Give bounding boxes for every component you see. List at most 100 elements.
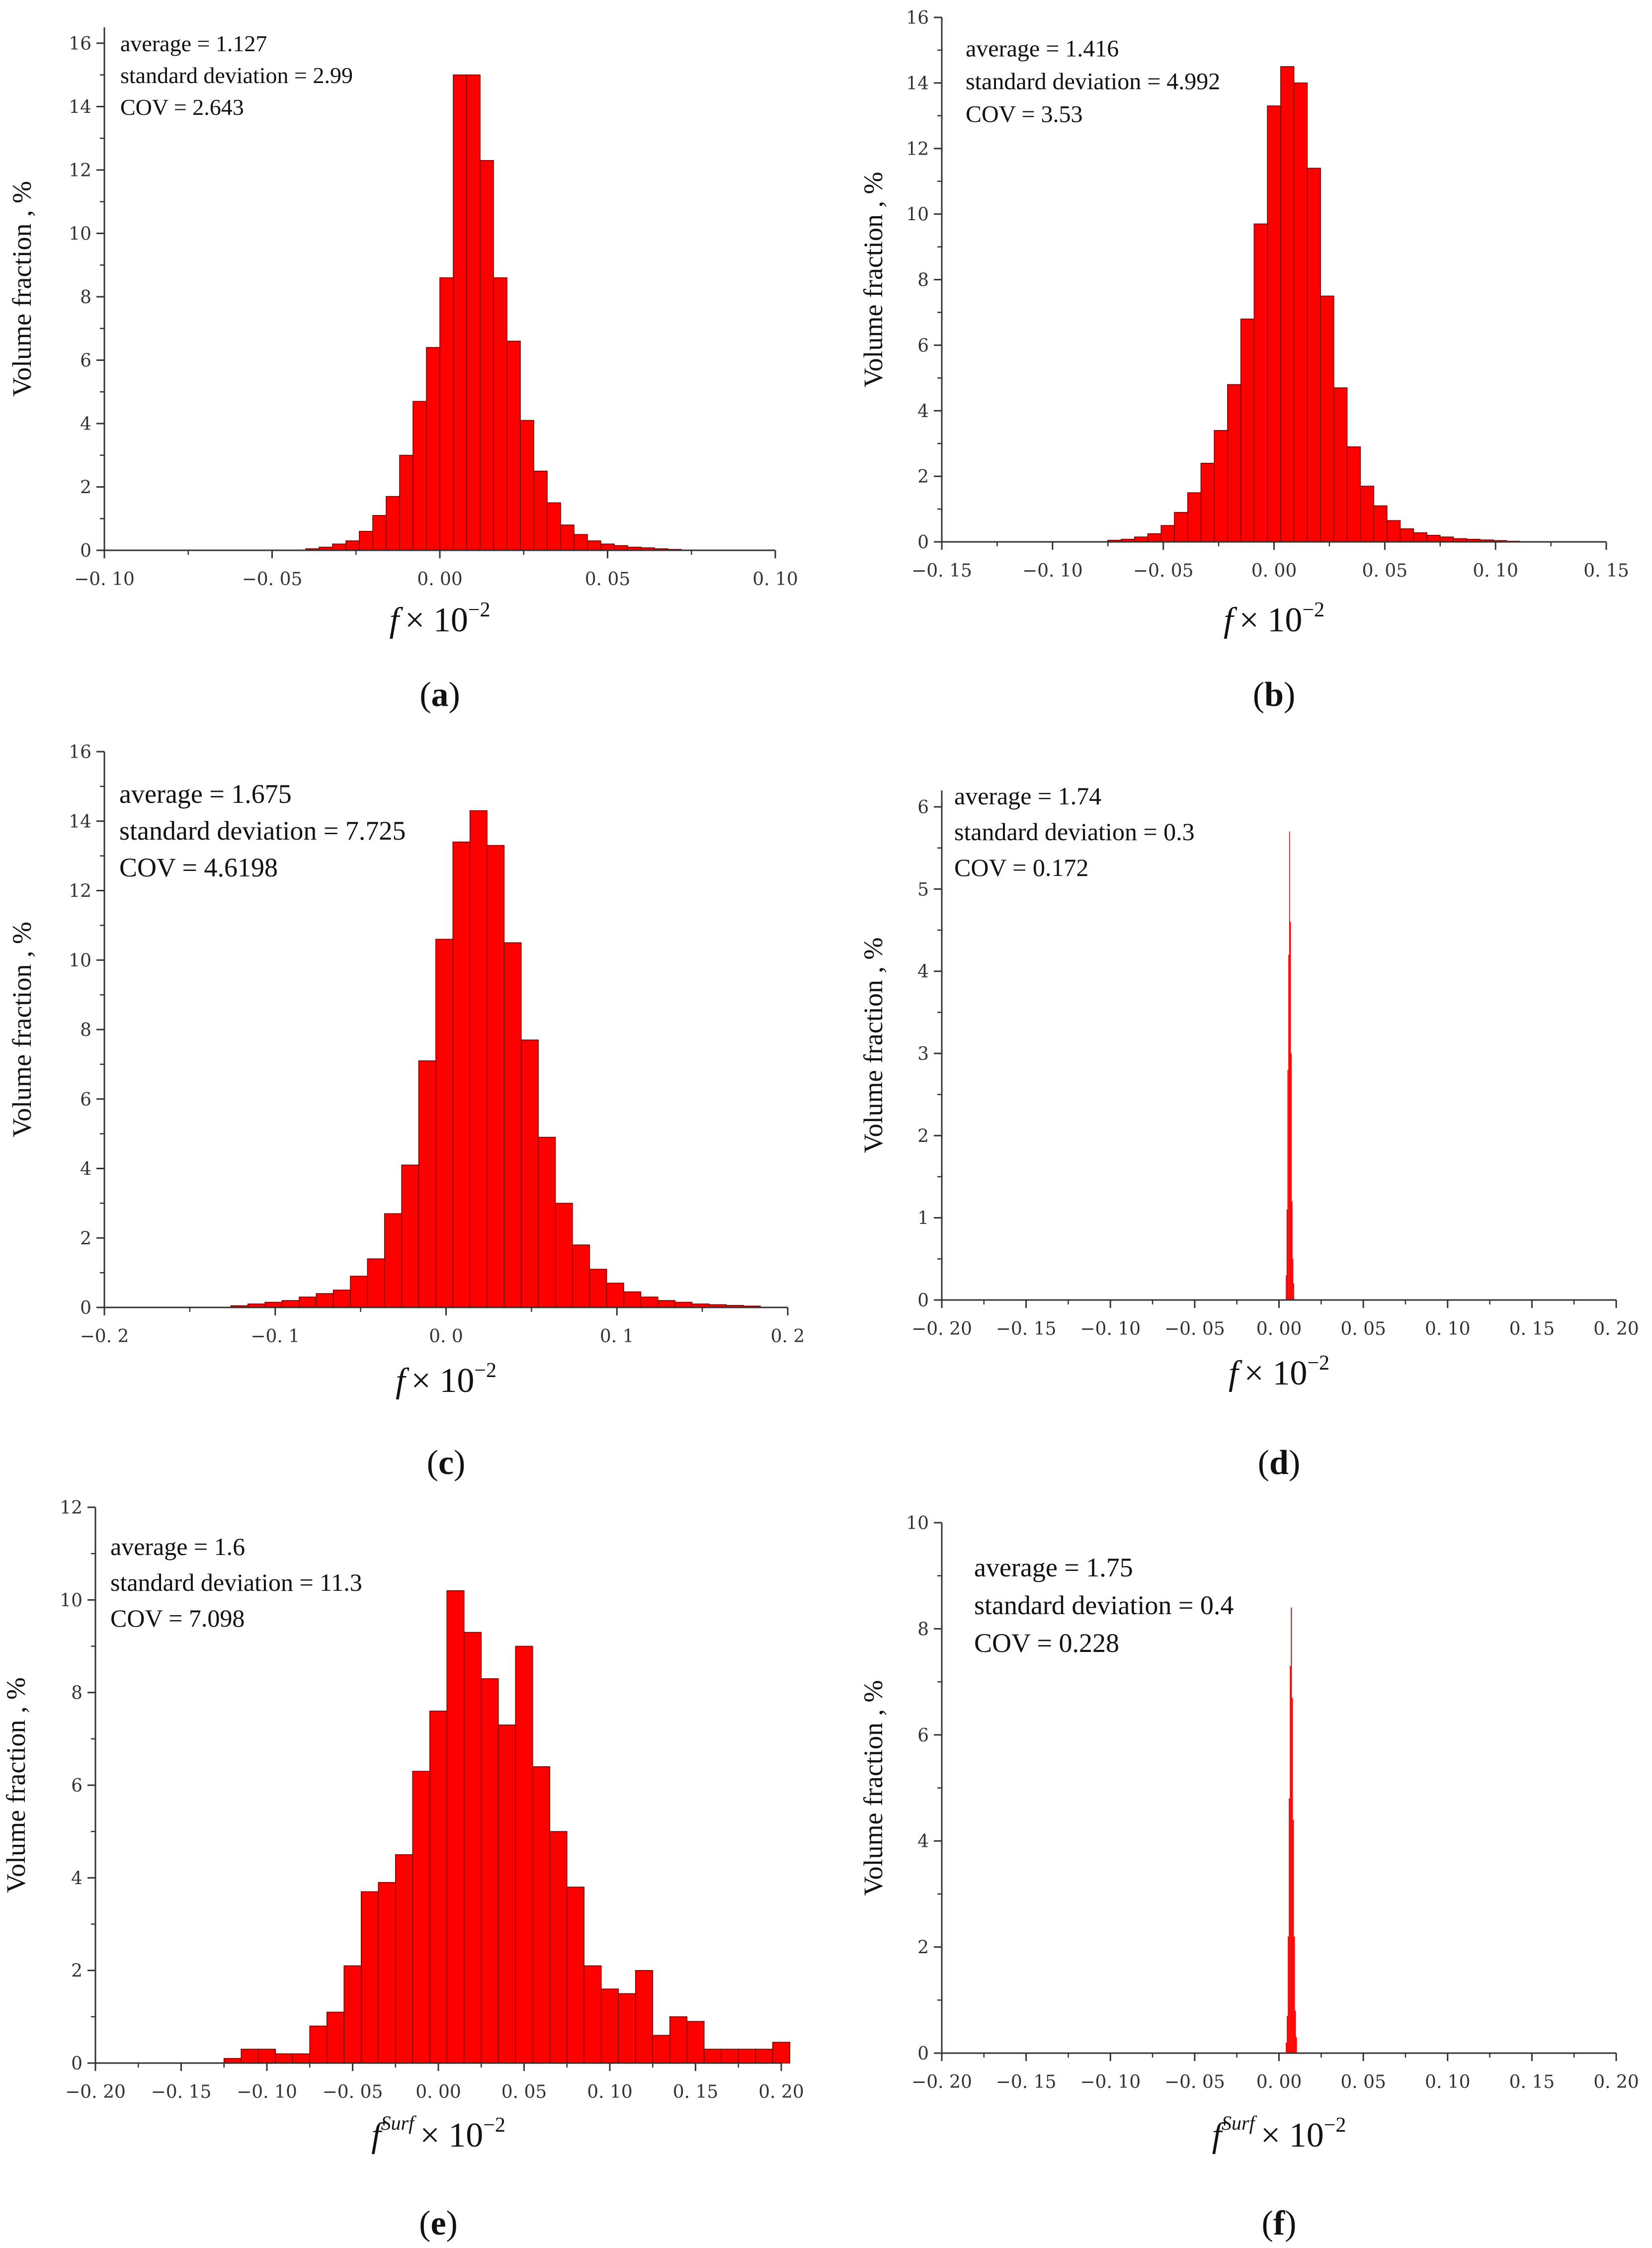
chart-panel-d: −0. 20 −0. 15 −0. 10 −0. 05 0. 00 0. 05 0. 10 0… — [858, 782, 1639, 1482]
histogram-bar — [674, 1301, 693, 1308]
x-axis-title-multiplier: × 10 — [1261, 2116, 1324, 2155]
histogram-bar — [533, 470, 548, 551]
panel-label: (b) — [1253, 676, 1296, 714]
chart-panel-b: −0. 15 −0. 10 −0. 05 0. 00 0. 05 0. 10 0. 15 0 2… — [858, 8, 1629, 714]
histogram-bar — [399, 454, 413, 551]
x-tick-label: 0. 15 — [673, 2082, 719, 2102]
stats-line: standard deviation = 0.4 — [974, 1590, 1234, 1620]
y-tick-label: 2 — [917, 1938, 929, 1958]
histogram-bar — [264, 1301, 283, 1308]
x-tick-label: 0. 05 — [501, 2082, 547, 2102]
x-tick-label: 0. 05 — [585, 569, 631, 590]
stats-line: average = 1.416 — [966, 35, 1119, 62]
y-tick-label: 12 — [69, 881, 91, 902]
histogram-bar — [435, 939, 454, 1308]
histogram-bar — [429, 1711, 448, 2064]
histogram-bar — [1287, 2016, 1288, 2053]
histogram-bar — [1400, 528, 1414, 542]
x-tick-label: 0. 15 — [1509, 1319, 1555, 1339]
histogram-bar — [772, 2042, 791, 2064]
x-axis-title: f × 10−2 — [1224, 599, 1324, 639]
histogram-bar — [669, 2016, 688, 2064]
histogram-bar — [469, 810, 488, 1308]
x-axis-title-superscript: Surf — [1222, 2112, 1257, 2134]
x-tick-label: 0. 10 — [1473, 561, 1518, 581]
x-axis-title-exponent: −2 — [1307, 1352, 1329, 1375]
panel-letter: d — [1269, 1444, 1289, 1482]
y-axis-title: Volume fraction , % — [7, 922, 37, 1137]
x-tick-label: −0. 15 — [151, 2082, 212, 2102]
x-axis-title-symbol: f — [1229, 1354, 1242, 1392]
histogram-bar — [401, 1164, 419, 1308]
y-tick-label: 14 — [69, 97, 91, 117]
histogram-bar — [386, 496, 400, 551]
histogram-bar — [343, 1965, 362, 2064]
histogram-bar — [1289, 831, 1290, 1300]
panel-letter: a — [431, 676, 449, 714]
histogram-bar — [618, 1993, 636, 2064]
stats-line: standard deviation = 7.725 — [119, 816, 406, 846]
histogram-bar — [1307, 168, 1321, 542]
y-axis-title: Volume fraction , % — [858, 1680, 888, 1896]
y-axis-title: Volume fraction , % — [858, 938, 888, 1153]
histogram-bar — [360, 1891, 379, 2064]
x-tick-label: 0. 05 — [1340, 2072, 1386, 2092]
x-tick-label: −0. 10 — [74, 569, 135, 590]
y-tick-label: 0 — [80, 1298, 91, 1318]
histogram-bar — [520, 1039, 539, 1308]
x-axis-title-multiplier: × 10 — [1239, 601, 1302, 639]
histogram-bar — [572, 1244, 590, 1308]
x-axis-title-symbol: f — [1224, 601, 1238, 639]
histogram-bar — [1291, 1607, 1292, 2053]
histogram-bar — [326, 2011, 345, 2064]
histogram-bar — [384, 1213, 402, 1308]
x-tick-label: 0. 00 — [1256, 2072, 1302, 2092]
y-tick-label: 2 — [917, 467, 929, 487]
chart-panel-a: −0. 10 −0. 05 0. 00 0. 05 0. 10 0 2 4 6 8 10 12 14 16… — [7, 27, 798, 714]
histogram-bars — [223, 1590, 791, 2064]
y-axis-title: Volume fraction , % — [7, 181, 37, 397]
histogram-bar — [1360, 486, 1374, 542]
y-tick-label: 10 — [906, 1513, 929, 1534]
panel-label: (c) — [427, 1444, 466, 1482]
histogram-bar — [1413, 532, 1427, 542]
stats-line: standard deviation = 2.99 — [120, 63, 353, 88]
histogram-bar — [532, 1766, 551, 2064]
x-tick-label: −0. 10 — [1080, 2072, 1141, 2092]
histogram-bar — [1346, 446, 1361, 542]
histogram-bar — [453, 74, 467, 551]
histogram-bar — [395, 1854, 413, 2064]
x-tick-label: −0. 20 — [911, 2072, 972, 2092]
x-tick-label: −0. 20 — [911, 1319, 972, 1339]
histogram-bar — [487, 845, 505, 1308]
x-tick-label: −0. 20 — [65, 2082, 126, 2102]
histogram-bar — [547, 502, 561, 551]
histogram-bar — [257, 2049, 276, 2064]
histogram-bar — [309, 2025, 328, 2064]
x-axis-title: f × 10−2 — [389, 599, 490, 639]
histogram-bar — [1291, 1053, 1292, 1300]
histogram-bar — [1289, 1798, 1290, 2053]
stats-line: standard deviation = 11.3 — [110, 1568, 362, 1596]
histogram-bar — [493, 277, 507, 551]
x-tick-label: 0. 15 — [1509, 2072, 1555, 2092]
histogram-bar — [686, 2021, 705, 2064]
y-tick-label: 16 — [906, 8, 929, 28]
histogram-bar — [721, 2049, 739, 2064]
stats-line: standard deviation = 4.992 — [966, 68, 1220, 94]
histogram-bar — [635, 1970, 654, 2064]
x-tick-label: −0. 15 — [996, 1319, 1057, 1339]
histogram-bar — [1286, 1275, 1287, 1300]
histogram-bar — [1160, 525, 1175, 542]
histogram-bars — [1286, 1607, 1297, 2053]
histogram-bar — [640, 1297, 659, 1308]
x-tick-label: 0. 10 — [752, 569, 798, 590]
panel-label: (f) — [1262, 2204, 1297, 2243]
stats-line: COV = 2.643 — [120, 94, 244, 120]
histogram-bar — [418, 1060, 436, 1308]
x-tick-label: −0. 15 — [996, 2072, 1057, 2092]
histogram-bar — [378, 1882, 396, 2064]
x-tick-label: −0. 05 — [323, 2082, 383, 2102]
histogram-bar — [738, 2049, 756, 2064]
y-tick-label: 4 — [71, 1868, 83, 1889]
